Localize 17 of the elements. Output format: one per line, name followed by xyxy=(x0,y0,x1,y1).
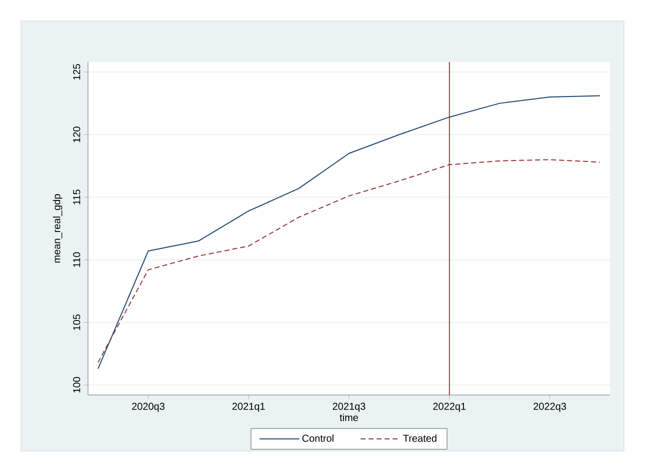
line-series xyxy=(98,95,600,370)
y-axis-title: mean_real_gdp xyxy=(52,194,62,263)
x-tick-label: 2022q3 xyxy=(534,402,566,412)
y-tick-label: 115 xyxy=(73,190,80,204)
y-tick-label: 125 xyxy=(73,64,80,80)
x-tick-label: 2020q3 xyxy=(132,402,164,412)
legend-label: Control xyxy=(302,434,334,442)
y-tick-label: 120 xyxy=(73,126,80,142)
x-tick-label: 2021q1 xyxy=(232,402,265,412)
legend-label: Treated xyxy=(403,434,436,442)
y-tick-label: 105 xyxy=(73,314,80,330)
y-tick-label: 110 xyxy=(73,252,80,267)
x-tick-label: 2022q1 xyxy=(433,402,466,412)
y-tick-label: 100 xyxy=(73,377,80,393)
line-series xyxy=(98,159,600,363)
x-tick-label: 2021q3 xyxy=(332,402,366,412)
x-axis-title: time xyxy=(340,414,358,422)
